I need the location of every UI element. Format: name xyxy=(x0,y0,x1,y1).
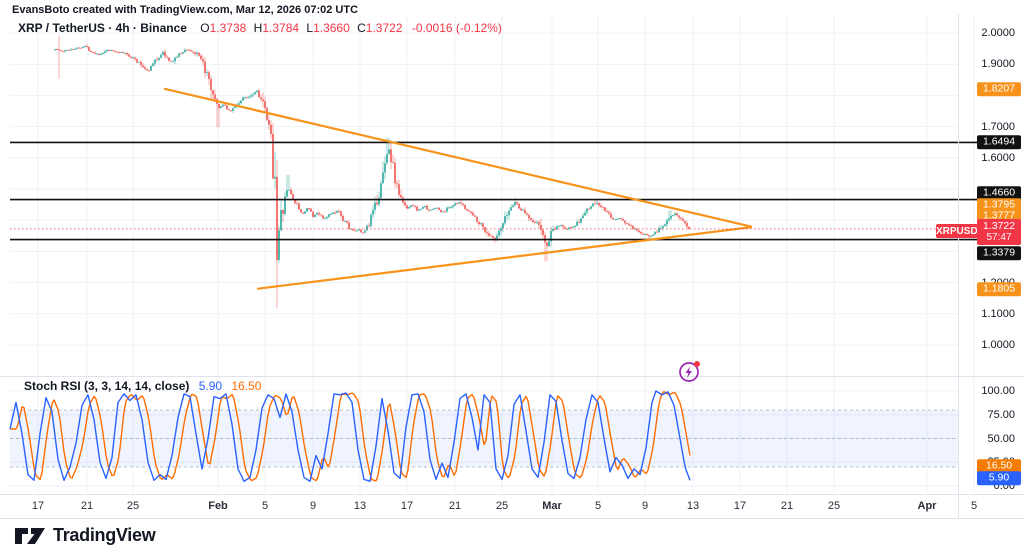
time-tick-21-1: 21 xyxy=(80,500,94,512)
time-tick-5-18: 5 xyxy=(970,500,978,512)
high-value: 1.3784 xyxy=(262,21,300,35)
price-level-badge-1.6494: 1.6494 xyxy=(977,135,1021,149)
stoch-tick-100.00: 100.00 xyxy=(981,385,1015,397)
time-tick-Apr-17: Apr xyxy=(917,500,937,512)
open-label: O xyxy=(200,21,210,35)
time-tick-21-15: 21 xyxy=(780,500,794,512)
price-level-badge-1.3795: 1.3795 xyxy=(977,198,1021,212)
time-tick-17-0: 17 xyxy=(31,500,45,512)
flash-icon-button[interactable] xyxy=(677,358,703,384)
time-tick-5-11: 5 xyxy=(594,500,602,512)
stoch-badge-5.90: 5.90 xyxy=(977,471,1021,485)
high-label: H xyxy=(253,21,263,35)
time-tick-13-6: 13 xyxy=(353,500,367,512)
symbol-title[interactable]: XRP / TetherUS · 4h · Binance xyxy=(18,21,187,35)
stoch-rsi-legend: Stoch RSI (3, 3, 14, 14, close) 5.90 16.… xyxy=(24,379,261,393)
time-tick-25-16: 25 xyxy=(827,500,841,512)
price-level-badge-1.1805: 1.1805 xyxy=(977,282,1021,296)
price-scale-border xyxy=(958,14,959,518)
candle-countdown: 57:47 xyxy=(986,232,1012,243)
stoch-k-value: 5.90 xyxy=(198,379,223,393)
price-level-badge-1.4660: 1.4660 xyxy=(977,186,1021,200)
time-tick-Feb-3: Feb xyxy=(208,500,228,512)
footer-border xyxy=(0,518,1024,519)
stoch-tick-50.00: 50.00 xyxy=(987,432,1015,445)
time-tick-17-14: 17 xyxy=(733,500,747,512)
stoch-tick-75.00: 75.00 xyxy=(987,408,1015,421)
price-level-badge-1.3379: 1.3379 xyxy=(977,246,1021,260)
time-tick-25-2: 25 xyxy=(126,500,140,512)
current-price-badge: 1.3722 57:47 xyxy=(977,219,1021,245)
price-tick-1.7000: 1.7000 xyxy=(981,120,1015,133)
price-tick-2.0000: 2.0000 xyxy=(981,27,1015,39)
price-tick-1.1000: 1.1000 xyxy=(981,307,1015,320)
symbol-legend: XRP / TetherUS · 4h · Binance O1.3738 H1… xyxy=(18,21,502,35)
time-tick-13-13: 13 xyxy=(686,500,700,512)
low-value: 1.3660 xyxy=(313,21,350,35)
low-label: L xyxy=(306,21,314,35)
lightning-icon xyxy=(679,361,700,382)
time-tick-25-9: 25 xyxy=(495,500,509,512)
time-tick-5-4: 5 xyxy=(261,500,269,512)
price-tick-1.0000: 1.0000 xyxy=(981,339,1015,351)
stoch-d-value: 16.50 xyxy=(231,379,262,393)
tradingview-logo-icon xyxy=(15,527,45,544)
close-value: 1.3722 xyxy=(365,21,403,35)
time-tick-9-5: 9 xyxy=(309,500,317,512)
time-tick-17-7: 17 xyxy=(400,500,414,512)
price-tick-1.6000: 1.6000 xyxy=(981,151,1015,164)
time-axis-border xyxy=(0,494,1024,495)
time-tick-21-8: 21 xyxy=(448,500,462,512)
open-value: 1.3738 xyxy=(209,21,247,35)
tradingview-logo-text: TradingView xyxy=(53,525,156,545)
time-tick-9-12: 9 xyxy=(641,500,649,512)
time-tick-Mar-10: Mar xyxy=(542,500,562,512)
attribution-text: EvansBoto created with TradingView.com, … xyxy=(12,4,359,16)
current-price-value: 1.3722 xyxy=(982,220,1016,232)
price-level-badge-1.8207: 1.8207 xyxy=(977,82,1021,96)
stoch-badge-16.50: 16.50 xyxy=(977,459,1021,473)
close-label: C xyxy=(357,21,366,35)
pane-separator[interactable] xyxy=(0,376,1024,377)
tradingview-logo[interactable]: TradingView xyxy=(14,525,156,546)
stoch-rsi-label[interactable]: Stoch RSI (3, 3, 14, 14, close) xyxy=(24,379,190,393)
symbol-price-line-label: XRPUSDT xyxy=(936,224,984,238)
price-tick-1.9000: 1.9000 xyxy=(981,58,1015,71)
change-value: -0.0016 (-0.12%) xyxy=(411,21,502,35)
